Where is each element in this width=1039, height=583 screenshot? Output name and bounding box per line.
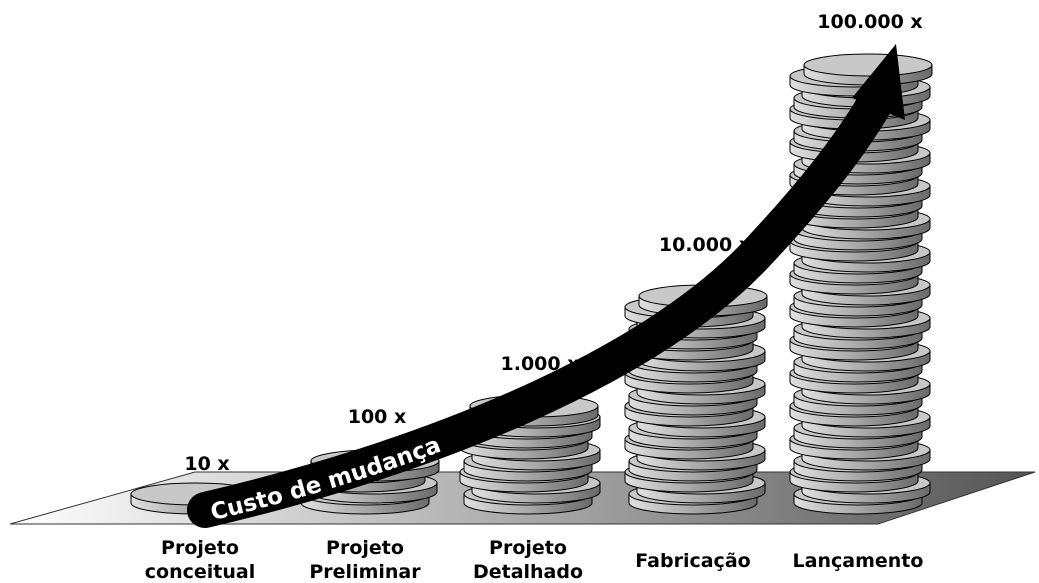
stage-label: conceitual: [145, 561, 255, 583]
stage-label: Preliminar: [309, 561, 421, 583]
stage-label: Lançamento: [793, 550, 924, 572]
stage-label: Fabricação: [635, 550, 750, 572]
diagram: 10 xProjetoconceitual100 xProjetoPrelimi…: [0, 0, 1039, 583]
stage-label: Projeto: [161, 537, 239, 559]
multiplier: 100 x: [348, 406, 407, 428]
multiplier: 10 x: [184, 453, 229, 475]
stage-label: Projeto: [489, 537, 567, 559]
stage-label: Detalhado: [473, 561, 583, 583]
coin-stacks: [131, 54, 932, 514]
multiplier: 100.000 x: [817, 11, 922, 33]
stage-label: Projeto: [326, 537, 404, 559]
coin-top: [804, 54, 932, 76]
